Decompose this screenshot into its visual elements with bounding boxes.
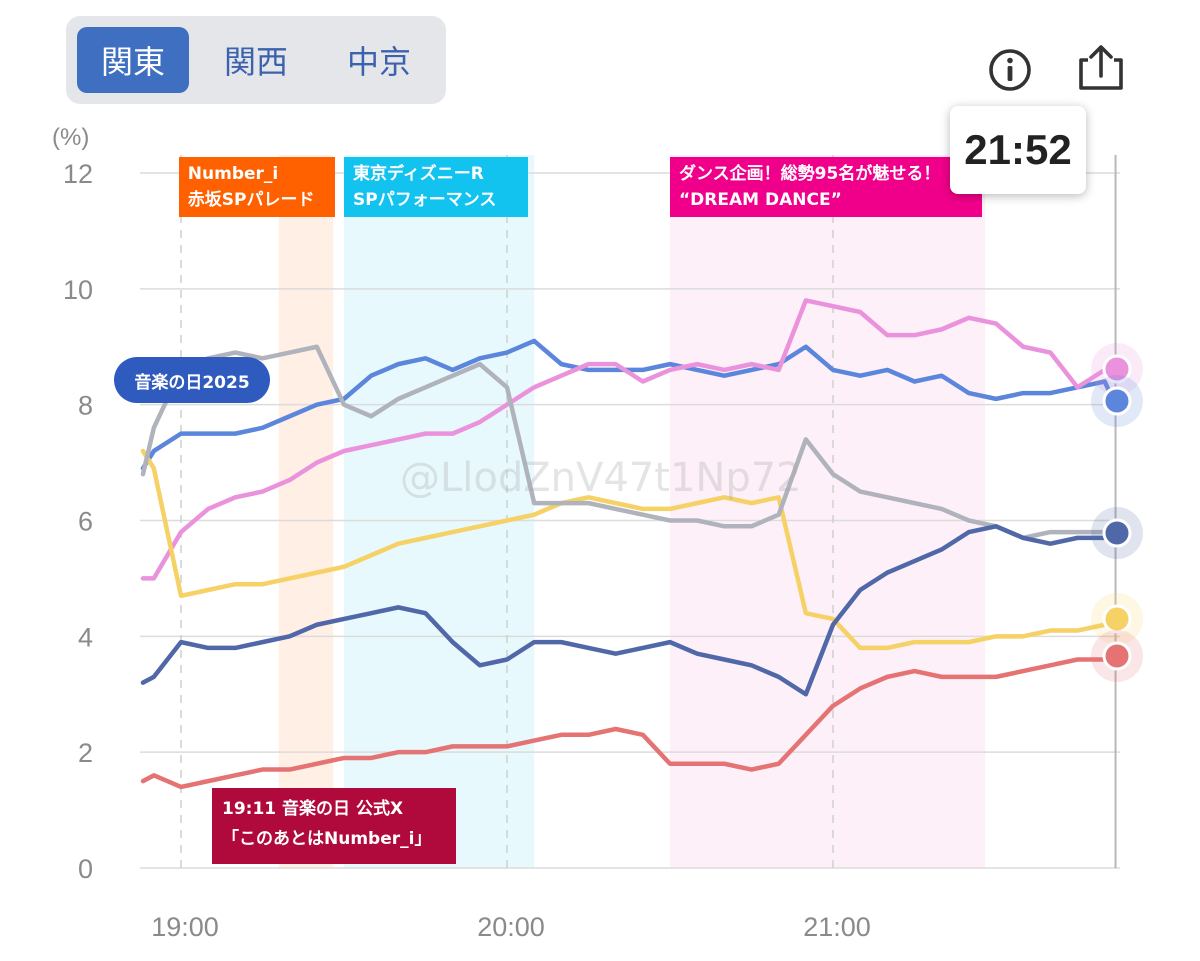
series-line [140,448,1118,651]
tab-chukyo[interactable]: 中京 [346,43,411,81]
y-tick-label: 4 [78,622,93,652]
band-label-number-i: Number_i 赤坂SPパレード [178,157,335,217]
share-icon [1079,45,1123,90]
x-tick-label: 21:00 [803,912,871,942]
end-marker [1102,386,1132,416]
band-background [278,155,334,868]
band-label-line: “DREAM DANCE” [679,190,842,210]
y-tick-label: 0 [78,854,93,884]
band-background [344,155,535,868]
share-button[interactable] [1076,42,1126,98]
info-icon [989,49,1031,91]
y-tick-label: 6 [78,507,93,537]
series-line [140,344,1118,541]
x-tick-label: 19:00 [151,912,219,942]
band-label-line: ダンス企画！総勢95名が魅せる！ [679,164,941,184]
current-time: 21:52 [950,106,1086,194]
band-label-line: 赤坂SPパレード [187,190,315,210]
series-line [140,524,1118,697]
end-marker [1102,641,1132,671]
tab-kansai[interactable]: 関西 [223,43,288,81]
band-label-line: Number_i [187,164,279,184]
series-line [140,338,1118,471]
series-line [140,298,1118,581]
y-tick-label: 8 [78,391,93,421]
y-tick-label: 2 [78,738,93,768]
x-tick-label: 20:00 [477,912,545,942]
end-marker [1102,604,1132,634]
end-marker [1102,354,1132,384]
x-post-annotation: 19:11 音楽の日 公式X 「このあとはNumber_i」 [212,788,456,864]
y-axis-unit: (%) [52,124,89,151]
annotation-line: 19:11 音楽の日 公式X [222,799,404,819]
y-tick-label: 12 [63,159,93,189]
tab-kanto[interactable]: 関東 [77,27,189,93]
watermark: @LlodZnV47t1Np72 [400,455,802,501]
band-label-line: SPパフォーマンス [353,190,497,210]
program-label: 音楽の日2025 [114,357,270,403]
band-label-disney: 東京ディズニーR SPパフォーマンス [344,157,528,217]
end-marker [1102,518,1132,548]
band-label-line: 東京ディズニーR [353,164,484,184]
band-label-dream-dance: ダンス企画！総勢95名が魅せる！ “DREAM DANCE” [670,157,982,217]
annotation-line: 「このあとはNumber_i」 [222,829,432,849]
region-tabs: 関東 関西 中京 [66,16,446,104]
series-line [140,657,1118,790]
band-background [670,155,986,868]
info-button[interactable] [986,46,1034,98]
y-tick-label: 10 [63,275,93,305]
